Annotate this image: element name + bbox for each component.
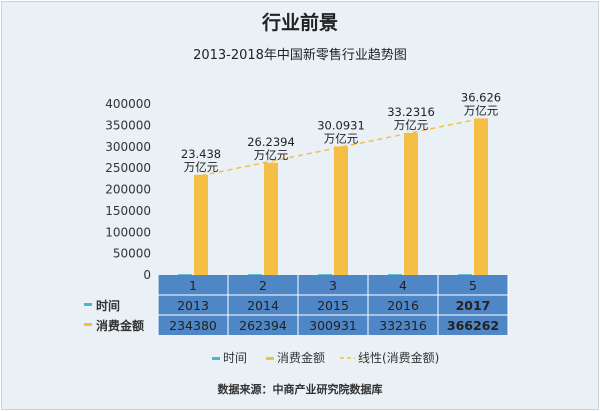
- y-tick-label-0: 0: [143, 268, 151, 282]
- y-tick-label-1: 50000: [113, 247, 151, 261]
- bar-time-4: [458, 274, 472, 275]
- table-cell-0-4: 2017: [456, 298, 491, 313]
- y-tick-label-5: 250000: [105, 161, 151, 175]
- bar-amount-3: [404, 132, 418, 275]
- y-tick-label-3: 150000: [105, 204, 151, 218]
- table-row-label-1: 消费金额: [96, 318, 144, 333]
- table-cell-0-0: 2013: [177, 298, 209, 313]
- table-row-label-0: 时间: [96, 298, 120, 313]
- table-header-cell-2: 3: [329, 278, 337, 293]
- table-header-bg: [158, 275, 508, 295]
- bar-amount-4: [474, 118, 488, 275]
- table-header-cell-1: 2: [259, 278, 267, 293]
- data-label-value-4: 36.626: [461, 90, 501, 104]
- bar-amount-1: [264, 162, 278, 275]
- y-tick-label-7: 350000: [105, 118, 151, 132]
- bar-time-3: [388, 274, 402, 275]
- table-row-bg-1: [158, 315, 508, 335]
- table-cell-1-0: 234380: [169, 318, 217, 333]
- bar-time-2: [318, 274, 332, 275]
- y-tick-label-4: 200000: [105, 183, 151, 197]
- data-labels-group: 23.438万亿元26.2394万亿元30.0931万亿元33.2316万亿元3…: [181, 90, 501, 173]
- y-tick-label-8: 400000: [105, 97, 151, 111]
- data-label-value-1: 26.2394: [247, 135, 295, 149]
- data-label-unit-1: 万亿元: [254, 148, 289, 162]
- legend-key-time: [212, 357, 220, 360]
- table-cell-1-2: 300931: [309, 318, 357, 333]
- table-cell-1-1: 262394: [239, 318, 287, 333]
- table-row-key-1: [84, 323, 92, 326]
- y-tick-label-6: 300000: [105, 140, 151, 154]
- table-header-cell-4: 5: [469, 278, 477, 293]
- source-note: 数据来源：中商产业研究院数据库: [217, 383, 383, 396]
- data-label-unit-0: 万亿元: [184, 160, 219, 174]
- data-label-value-0: 23.438: [181, 147, 221, 161]
- data-label-unit-3: 万亿元: [394, 118, 429, 132]
- data-label-value-2: 30.0931: [317, 118, 365, 132]
- legend-label-trendline: 线性(消费金额): [358, 350, 439, 365]
- data-label-unit-2: 万亿元: [324, 131, 359, 145]
- bar-time-0: [178, 274, 192, 275]
- table-cell-0-3: 2016: [387, 298, 419, 313]
- table-row-bg-0: [158, 295, 508, 315]
- chart-subtitle: 2013-2018年中国新零售行业趋势图: [193, 48, 407, 63]
- table-cell-1-3: 332316: [379, 318, 427, 333]
- y-tick-label-2: 100000: [105, 225, 151, 239]
- trendline: [200, 117, 482, 177]
- legend: 时间 消费金额 线性(消费金额): [212, 350, 439, 365]
- legend-label-amount: 消费金额: [277, 350, 325, 365]
- legend-label-time: 时间: [223, 351, 247, 365]
- legend-key-amount: [266, 357, 274, 360]
- data-label-value-3: 33.2316: [387, 105, 435, 119]
- table-cell-0-1: 2014: [247, 298, 279, 313]
- bar-amount-0: [194, 174, 208, 275]
- table-header-cell-0: 1: [189, 278, 197, 293]
- bar-time-1: [248, 274, 262, 275]
- y-axis: 0 50000 100000 150000 200000 250000 300000 3500…: [105, 97, 151, 282]
- data-label-unit-4: 万亿元: [464, 103, 499, 117]
- table-cell-0-2: 2015: [317, 298, 349, 313]
- table-header-cell-3: 4: [399, 278, 407, 293]
- trendline-group: [200, 117, 482, 177]
- bar-amount-2: [334, 146, 348, 275]
- chart-title: 行业前景: [261, 12, 338, 34]
- bars-group: [178, 118, 488, 275]
- table-cell-1-4: 366262: [447, 318, 499, 333]
- table-row-key-0: [84, 303, 92, 306]
- data-table: 1 2 3 4 5 时间 2013 2014 2015 2016 2017 消费金额 234380 262…: [84, 275, 509, 335]
